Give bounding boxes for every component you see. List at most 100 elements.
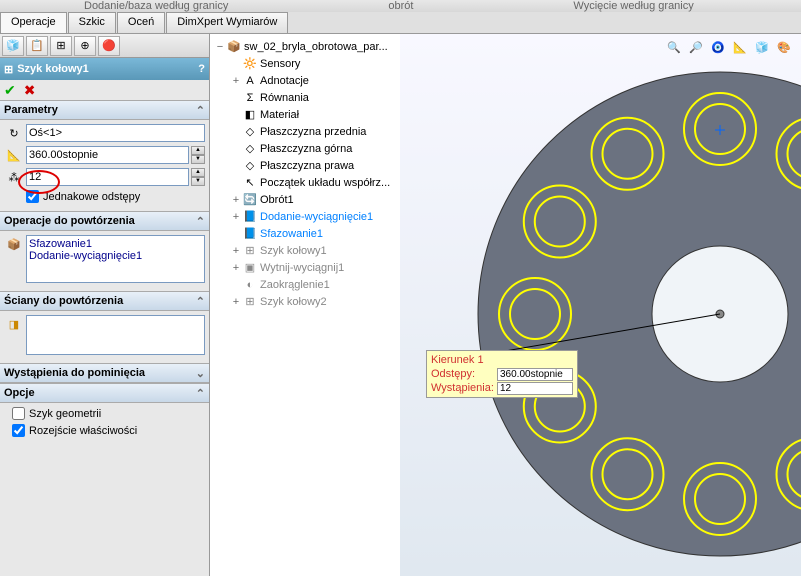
tree-node[interactable]: +⊞Szyk kołowy1: [214, 242, 396, 259]
count-input[interactable]: [26, 168, 189, 186]
tree-label: Adnotacje: [260, 75, 309, 87]
angle-icon: 📐: [4, 146, 24, 164]
tree-label: Sfazowanie1: [260, 228, 323, 240]
cancel-button[interactable]: ✖: [24, 82, 36, 99]
chevron-icon: ⌄: [196, 367, 205, 380]
axis-icon: ↻: [4, 124, 24, 142]
panel-btn-4[interactable]: ⊕: [74, 36, 96, 56]
tree-icon: 📘: [242, 227, 258, 241]
chevron-icon: ⌃: [196, 215, 205, 228]
tree-node[interactable]: ◇Płaszczyzna górna: [214, 140, 396, 157]
tree-label: Szyk kołowy2: [260, 296, 327, 308]
section-parametry-header[interactable]: Parametry ⌃: [0, 100, 209, 120]
tree-node[interactable]: ↖Początek układu współrz...: [214, 174, 396, 191]
title-center: obrót: [388, 0, 413, 12]
list-item[interactable]: Sfazowanie1: [29, 238, 202, 250]
chevron-icon: ⌃: [196, 104, 205, 117]
title-left: Dodanie/baza według granicy: [84, 0, 228, 12]
tree-icon: 🔄: [242, 193, 258, 207]
tree-icon: 📦: [226, 40, 242, 54]
tree-icon: ◇: [242, 142, 258, 156]
panel-toolbar: 🧊 📋 ⊞ ⊕ 🔴: [0, 34, 209, 58]
title-right: Wycięcie według granicy: [573, 0, 693, 12]
tree-label: Wytnij-wyciągnij1: [260, 262, 344, 274]
equal-spacing-checkbox[interactable]: [26, 190, 39, 203]
help-button[interactable]: ?: [198, 63, 205, 75]
tree-node[interactable]: ◧Materiał: [214, 106, 396, 123]
rozejscie-label: Rozejście właściwości: [29, 425, 137, 437]
tree-node[interactable]: ◇Płaszczyzna przednia: [214, 123, 396, 140]
geom-label: Szyk geometrii: [29, 408, 101, 420]
feature-tree[interactable]: −📦sw_02_bryla_obrotowa_par...🔆Sensory+AA…: [210, 34, 400, 576]
panel-header: ⊞ Szyk kołowy1 ?: [0, 58, 209, 80]
expand-icon[interactable]: +: [230, 211, 242, 223]
confirm-bar: ✔ ✖: [0, 80, 209, 100]
count-up[interactable]: ▲: [191, 168, 205, 177]
rozejscie-checkbox[interactable]: [12, 424, 25, 437]
property-panel: 🧊 📋 ⊞ ⊕ 🔴 ⊞ Szyk kołowy1 ? ✔ ✖ Parametry…: [0, 34, 210, 576]
callout: Kierunek 1 Odstępy: Wystąpienia:: [426, 350, 578, 398]
angle-input[interactable]: [26, 146, 189, 164]
section-opcje-title: Opcje: [4, 387, 35, 399]
chevron-icon: ⌃: [196, 295, 205, 308]
list-item[interactable]: Dodanie-wyciągnięcie1: [29, 250, 202, 262]
tree-label: sw_02_bryla_obrotowa_par...: [244, 41, 388, 53]
tab-ocen[interactable]: Oceń: [117, 12, 165, 33]
panel-btn-2[interactable]: 📋: [26, 36, 48, 56]
tree-icon: ⊞: [242, 244, 258, 258]
tree-node[interactable]: 📘Sfazowanie1: [214, 225, 396, 242]
tree-label: Dodanie-wyciągnięcie1: [260, 211, 373, 223]
angle-up[interactable]: ▲: [191, 146, 205, 155]
tree-node[interactable]: ΣRównania: [214, 89, 396, 106]
panel-title: Szyk kołowy1: [17, 63, 89, 75]
section-operacje-title: Operacje do powtórzenia: [4, 215, 135, 227]
tree-icon: ◐: [242, 278, 258, 292]
panel-btn-1[interactable]: 🧊: [2, 36, 24, 56]
tree-node[interactable]: +▣Wytnij-wyciągnij1: [214, 259, 396, 276]
tree-icon: ◇: [242, 159, 258, 173]
tree-node[interactable]: 🔆Sensory: [214, 55, 396, 72]
panel-btn-5[interactable]: 🔴: [98, 36, 120, 56]
tree-node[interactable]: +AAdnotacje: [214, 72, 396, 89]
axis-input[interactable]: [26, 124, 205, 142]
count-icon: ⁂: [4, 168, 24, 186]
ok-button[interactable]: ✔: [4, 82, 16, 99]
angle-down[interactable]: ▼: [191, 155, 205, 164]
tab-dimxpert[interactable]: DimXpert Wymiarów: [166, 12, 288, 33]
tab-operacje[interactable]: Operacje: [0, 12, 67, 33]
expand-icon[interactable]: +: [230, 296, 242, 308]
expand-icon[interactable]: +: [230, 194, 242, 206]
expand-icon[interactable]: +: [230, 262, 242, 274]
section-operacje-header[interactable]: Operacje do powtórzenia ⌃: [0, 211, 209, 231]
tree-label: Sensory: [260, 58, 300, 70]
section-sciany-header[interactable]: Ściany do powtórzenia ⌃: [0, 291, 209, 311]
tree-node[interactable]: −📦sw_02_bryla_obrotowa_par...: [214, 38, 396, 55]
expand-icon[interactable]: +: [230, 245, 242, 257]
panel-btn-3[interactable]: ⊞: [50, 36, 72, 56]
tree-node[interactable]: +⊞Szyk kołowy2: [214, 293, 396, 310]
tree-node[interactable]: ◐Zaokrąglenie1: [214, 276, 396, 293]
tree-node[interactable]: +🔄Obrót1: [214, 191, 396, 208]
tree-node[interactable]: +📘Dodanie-wyciągnięcie1: [214, 208, 396, 225]
count-down[interactable]: ▼: [191, 177, 205, 186]
features-list[interactable]: Sfazowanie1 Dodanie-wyciągnięcie1: [26, 235, 205, 283]
section-sciany-title: Ściany do powtórzenia: [4, 295, 123, 307]
callout-instances-input[interactable]: [497, 382, 573, 395]
tree-node[interactable]: ◇Płaszczyzna prawa: [214, 157, 396, 174]
tree-label: Obrót1: [260, 194, 294, 206]
expand-icon[interactable]: +: [230, 75, 242, 87]
section-wystapienia-header[interactable]: Wystąpienia do pominięcia ⌄: [0, 363, 209, 383]
tree-icon: ↖: [242, 176, 258, 190]
callout-spacing-label: Odstępy:: [431, 368, 497, 380]
viewport[interactable]: 🔍 🔎 🧿 📐 🧊 🎨 Kierunek 1 Odstępy: Wystąpie…: [400, 34, 801, 576]
tree-label: Równania: [260, 92, 309, 104]
faces-list[interactable]: [26, 315, 205, 355]
tree-label: Płaszczyzna prawa: [260, 160, 354, 172]
pattern-icon: ⊞: [4, 63, 13, 76]
tab-szkic[interactable]: Szkic: [68, 12, 116, 33]
expand-icon[interactable]: −: [214, 41, 226, 53]
section-opcje-header[interactable]: Opcje ⌃: [0, 383, 209, 403]
callout-spacing-input[interactable]: [497, 368, 573, 381]
geom-checkbox[interactable]: [12, 407, 25, 420]
tree-icon: ◧: [242, 108, 258, 122]
